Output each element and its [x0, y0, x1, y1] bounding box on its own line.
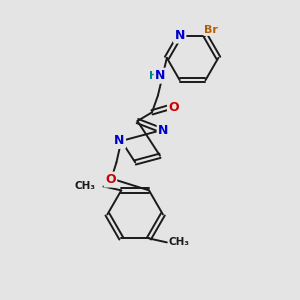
- Text: N: N: [155, 69, 166, 82]
- Text: CH₃: CH₃: [74, 182, 95, 191]
- Text: CH₃: CH₃: [169, 237, 190, 248]
- Text: N: N: [158, 124, 169, 137]
- Text: H: H: [149, 71, 158, 81]
- Text: N: N: [175, 29, 185, 42]
- Text: Br: Br: [205, 25, 218, 34]
- Text: N: N: [114, 134, 124, 147]
- Text: O: O: [169, 101, 179, 114]
- Text: O: O: [105, 173, 116, 186]
